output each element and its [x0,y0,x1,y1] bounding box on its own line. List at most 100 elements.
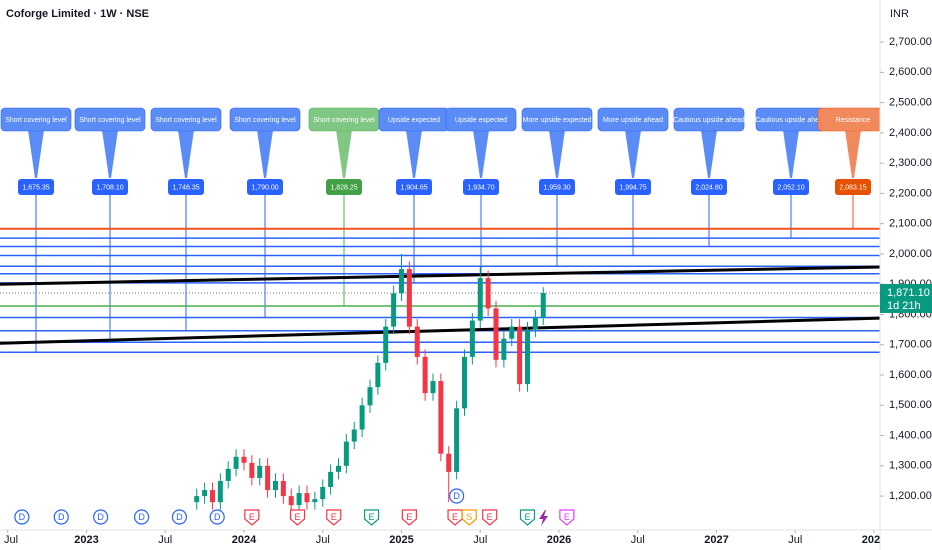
callout-box [817,107,880,132]
event-marker [209,509,225,525]
x-tick-label: 2028 [862,534,886,546]
level-value-label: 2,083.15 [839,184,866,191]
currency: INR [890,8,909,20]
event-marker [401,509,417,526]
callout-box [0,107,72,132]
candle-body [225,468,231,481]
callout-text: Short covering level [79,117,141,124]
candle-body [351,429,357,442]
candle-body [343,441,349,466]
candle-body [517,326,523,385]
level-value-box [773,179,809,195]
candle-body [328,471,334,488]
event-label: D [453,491,460,501]
event-label: S [466,512,472,522]
callout-text: More upside ahead [603,117,663,124]
level-value-label: 1,959.30 [543,184,570,191]
candle-body [296,493,302,506]
candle-body [524,329,530,385]
last-price-badge [880,283,932,313]
callout-box [445,107,517,132]
y-tick-label: 1,500.00 [889,399,932,411]
event-label: E [331,512,337,522]
level-value-label: 1,994.75 [619,184,646,191]
event-marker [93,509,109,525]
callout-text: Short covering level [155,117,217,124]
level-value-box [463,179,499,195]
x-tick-label: 2024 [232,534,257,546]
callout-text: Upside expected [388,117,440,124]
event-label: E [249,512,255,522]
trendline [0,265,880,286]
callout-text: Cautious upside ahead [755,117,827,124]
y-tick-label: 2,200.00 [889,187,932,199]
level-value-label: 1,708.10 [96,184,123,191]
callout-text: Short covering level [313,117,375,124]
event-label: D [58,512,65,522]
candle-body [414,326,420,357]
level-value-box [539,179,575,195]
x-tick-label: Jul [473,534,487,546]
candle-body [477,278,483,321]
x-tick-label: 2023 [74,534,98,546]
candle-body [241,456,247,463]
level-value-box [168,179,204,195]
event-label: E [524,512,530,522]
candle-body [422,356,428,394]
candle-body [194,496,200,503]
level-value-label: 2,024.80 [695,184,722,191]
countdown-label: 1d 21h [887,300,921,312]
candle-body [304,493,310,503]
candle-body [406,269,412,327]
event-label: E [564,512,570,522]
y-tick-label: 1,200.00 [889,490,932,502]
event-label: E [369,512,375,522]
candle-body [383,326,389,363]
callout-box [673,107,745,132]
x-tick-label: 2027 [704,534,728,546]
candle-body [493,308,499,360]
callout-text: Short covering level [234,117,296,124]
candle-body [320,487,326,500]
callout-box [521,107,593,132]
candle-body [249,462,255,478]
level-value-box [691,179,727,195]
x-tick-label: Jul [158,534,172,546]
callout-text: Short covering level [5,117,67,124]
y-tick-label: 2,400.00 [889,127,932,139]
event-label: E [452,512,458,522]
y-tick-label: 1,600.00 [889,369,932,381]
x-tick-label: Jul [4,534,18,546]
x-tick-label: 2026 [547,534,571,546]
event-label: D [97,512,104,522]
candle-body [367,387,373,406]
y-tick-label: 2,600.00 [889,66,932,78]
event-marker [482,509,498,526]
level-value-box [396,179,432,195]
candle-body [359,405,365,430]
candle-body [446,453,452,472]
y-tick-label: 2,100.00 [889,218,932,230]
candle-body [485,278,491,309]
event-marker [559,509,575,526]
candle-body [398,269,404,294]
callout-tail [473,130,489,178]
candle-body [280,480,286,497]
candle-body [540,292,546,318]
callout-tail [625,130,641,178]
candle-body [272,480,278,491]
callout-tail [102,130,118,178]
x-tick-label: Jul [316,534,330,546]
y-tick-label: 2,300.00 [889,157,932,169]
level-value-box [92,179,128,195]
callout-box [74,107,146,132]
candle-body [288,496,294,506]
level-value-box [18,179,54,195]
event-label: E [295,512,301,522]
axes: 1,200.00 1,300.00 1,400.00 1,500.00 1,600.00… [880,36,932,502]
event-marker [461,509,477,526]
callout-text: Upside expected [455,117,507,124]
event-label: E [487,512,493,522]
callout-box [229,107,301,132]
